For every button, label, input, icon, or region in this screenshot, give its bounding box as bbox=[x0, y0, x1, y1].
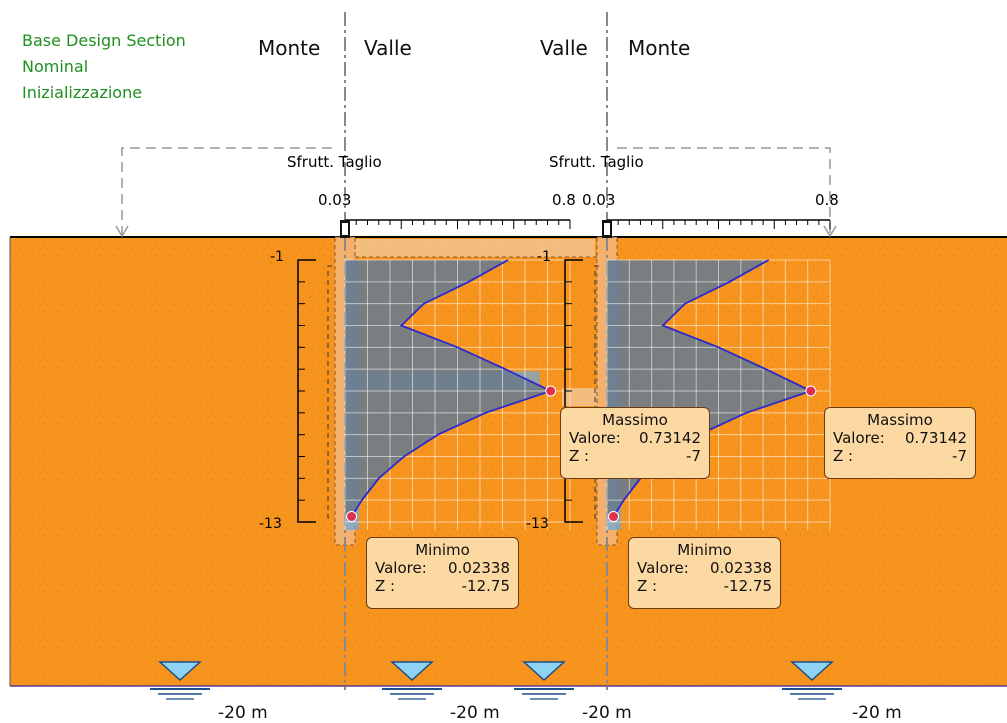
left-chart-title: Sfrutt. Taglio bbox=[287, 153, 382, 171]
right-embed-bracket bbox=[594, 265, 599, 519]
right-guide-arrow bbox=[823, 225, 837, 238]
right-max-z: -7 bbox=[952, 447, 967, 465]
water-table-label-3: -20 m bbox=[582, 703, 632, 723]
right-max-value: 0.73142 bbox=[904, 429, 967, 447]
right-depth-top: -1 bbox=[537, 249, 551, 265]
right-scale-min: 0.03 bbox=[582, 191, 616, 209]
right-max-title: Massimo bbox=[867, 411, 933, 429]
left-guide-bracket bbox=[121, 147, 335, 236]
left-min-value-label: Valore: bbox=[375, 559, 427, 577]
left-marker-max bbox=[545, 385, 557, 397]
right-wall-side-left: Valle bbox=[540, 36, 588, 60]
right-min-value: 0.02338 bbox=[709, 559, 772, 577]
right-scale-max: 0.8 bbox=[815, 191, 839, 209]
left-scale-min: 0.03 bbox=[318, 191, 352, 209]
info-line-section: Base Design Section bbox=[22, 31, 186, 50]
right-scale-origin-inner bbox=[604, 223, 610, 235]
top-strut bbox=[355, 239, 595, 257]
right-max-z-label: Z : bbox=[833, 447, 854, 465]
water-table-label-4: -20 m bbox=[852, 703, 902, 723]
water-table-label-2: -20 m bbox=[450, 703, 500, 723]
left-min-z: -12.75 bbox=[461, 577, 510, 595]
left-max-z-label: Z : bbox=[569, 447, 590, 465]
left-shear-area bbox=[345, 260, 551, 517]
left-max-value: 0.73142 bbox=[638, 429, 701, 447]
water-table-label-1: -20 m bbox=[218, 703, 268, 723]
left-min-z-label: Z : bbox=[375, 577, 396, 595]
left-wall-side-right: Valle bbox=[364, 36, 412, 60]
mid-strut bbox=[562, 388, 598, 406]
info-line-type: Nominal bbox=[22, 57, 89, 76]
left-scale-max: 0.8 bbox=[552, 191, 576, 209]
right-depth-bottom: -13 bbox=[526, 516, 549, 532]
right-max-value-label: Valore: bbox=[833, 429, 885, 447]
left-max-title: Massimo bbox=[602, 411, 668, 429]
water-table-symbol-3 bbox=[522, 661, 566, 682]
left-marker-min bbox=[346, 511, 358, 523]
left-depth-bottom: -13 bbox=[259, 516, 282, 532]
right-min-box: Minimo Valore: 0.02338 Z : -12.75 bbox=[628, 537, 781, 609]
water-table-symbol-1 bbox=[158, 661, 202, 682]
right-min-z-label: Z : bbox=[637, 577, 658, 595]
left-min-box: Minimo Valore: 0.02338 Z : -12.75 bbox=[366, 537, 519, 609]
info-line-phase: Inizializzazione bbox=[22, 83, 143, 102]
right-min-value-label: Valore: bbox=[637, 559, 689, 577]
right-guide-bracket bbox=[617, 147, 831, 236]
left-wall-side-left: Monte bbox=[258, 36, 321, 60]
left-min-title: Minimo bbox=[415, 541, 470, 559]
right-marker-max bbox=[805, 385, 817, 397]
left-min-value: 0.02338 bbox=[447, 559, 510, 577]
left-embed-bracket bbox=[327, 265, 332, 519]
left-scale-origin-inner bbox=[342, 223, 348, 235]
right-min-z: -12.75 bbox=[723, 577, 772, 595]
right-wall-side-right: Monte bbox=[628, 36, 691, 60]
water-table-symbol-4 bbox=[790, 661, 834, 682]
right-max-box: Massimo Valore: 0.73142 Z : -7 bbox=[824, 407, 976, 479]
right-min-title: Minimo bbox=[677, 541, 732, 559]
left-max-value-label: Valore: bbox=[569, 429, 621, 447]
info-panel: Base Design Section Nominal Inizializzaz… bbox=[22, 28, 186, 106]
left-max-z: -7 bbox=[686, 447, 701, 465]
right-marker-min bbox=[608, 511, 620, 523]
water-table-symbol-2 bbox=[390, 661, 434, 682]
right-chart-title: Sfrutt. Taglio bbox=[549, 153, 644, 171]
left-max-box: Massimo Valore: 0.73142 Z : -7 bbox=[560, 407, 710, 479]
left-guide-arrow bbox=[115, 225, 129, 238]
left-depth-top: -1 bbox=[270, 249, 284, 265]
